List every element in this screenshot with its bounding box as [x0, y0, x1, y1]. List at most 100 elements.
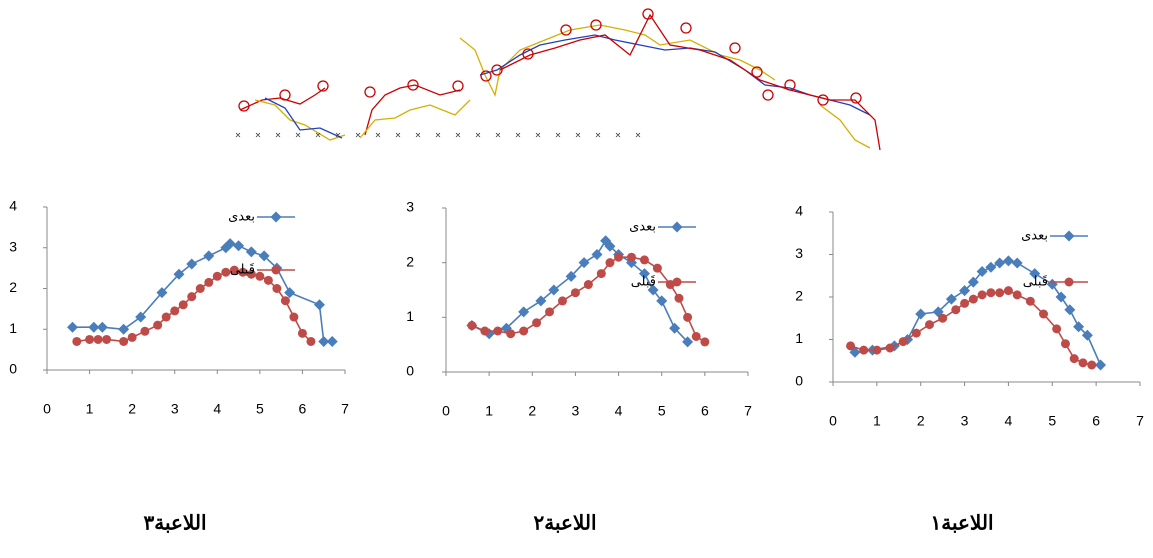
y-tick-label: 2	[795, 288, 803, 304]
data-point	[519, 327, 528, 336]
x-tick-label: 2	[917, 413, 925, 429]
data-point	[506, 329, 515, 338]
x-tick-label: 4	[213, 401, 221, 417]
data-point	[1004, 286, 1013, 295]
legend-label: قَبلى	[1023, 275, 1048, 290]
position-markers	[236, 133, 640, 137]
data-point	[314, 299, 325, 310]
x-tick-label: 0	[442, 403, 450, 419]
page: 0123401234567بعدىقَبلىاللاعبة٣0123012345…	[0, 0, 1153, 558]
x-tick-label: 4	[1005, 413, 1013, 429]
data-point	[886, 344, 895, 353]
data-point	[960, 299, 969, 308]
series-line	[77, 270, 311, 341]
data-point	[213, 272, 222, 281]
data-point	[72, 337, 81, 346]
data-point	[1039, 310, 1048, 319]
data-point	[281, 296, 290, 305]
x-tick-label: 5	[658, 403, 666, 419]
data-point	[1047, 279, 1058, 290]
figure-line	[255, 100, 345, 140]
legend-label: بعدى	[629, 220, 656, 235]
legend-marker	[673, 278, 682, 287]
data-point	[925, 320, 934, 329]
data-point	[597, 269, 606, 278]
data-point	[97, 322, 108, 333]
x-tick-label: 5	[1048, 413, 1056, 429]
data-point	[85, 335, 94, 344]
data-point	[204, 278, 213, 287]
y-tick-label: 0	[795, 373, 803, 389]
chart-title: اللاعبة٣	[143, 513, 206, 535]
data-point	[1087, 361, 1096, 370]
data-point	[196, 284, 205, 293]
data-point	[233, 240, 244, 251]
data-point	[255, 272, 264, 281]
figure-line	[480, 35, 870, 115]
data-point	[1078, 358, 1087, 367]
data-point	[1064, 304, 1075, 315]
data-point	[179, 300, 188, 309]
legend-label: بعدى	[1021, 229, 1048, 244]
legend-label: قَبلى	[631, 275, 656, 290]
x-tick-label: 2	[528, 403, 536, 419]
data-point	[915, 309, 926, 320]
data-point	[119, 337, 128, 346]
data-point	[951, 305, 960, 314]
y-tick-label: 0	[9, 361, 17, 377]
data-point	[872, 346, 881, 355]
data-point	[978, 290, 987, 299]
y-tick-label: 0	[406, 363, 414, 379]
legend-marker	[271, 212, 282, 223]
data-point	[102, 335, 111, 344]
data-point	[289, 313, 298, 322]
data-point	[140, 327, 149, 336]
y-tick-label: 4	[795, 203, 803, 219]
data-point	[545, 307, 554, 316]
x-tick-label: 7	[744, 403, 752, 419]
data-point	[1070, 354, 1079, 363]
y-tick-label: 1	[9, 320, 17, 336]
joint-markers	[239, 9, 861, 111]
data-point	[995, 288, 1004, 297]
chart-title: اللاعبة٢	[533, 513, 596, 535]
data-point	[306, 337, 315, 346]
y-tick-label: 1	[406, 308, 414, 324]
y-tick-label: 2	[406, 253, 414, 269]
data-point	[859, 346, 868, 355]
y-tick-label: 2	[9, 279, 17, 295]
figure-line	[265, 98, 342, 138]
y-tick-label: 1	[795, 330, 803, 346]
data-point	[969, 295, 978, 304]
data-point	[605, 258, 614, 267]
x-tick-label: 4	[615, 403, 623, 419]
data-point	[1095, 360, 1106, 371]
chart-title: اللاعبة١	[930, 513, 993, 535]
legend-marker	[1064, 231, 1075, 242]
data-point	[153, 321, 162, 330]
data-point	[203, 250, 214, 261]
x-tick-label: 7	[1136, 413, 1144, 429]
x-tick-label: 3	[572, 403, 580, 419]
data-point	[264, 276, 273, 285]
legend-marker	[1065, 278, 1074, 287]
data-point	[938, 314, 947, 323]
data-point	[558, 296, 567, 305]
x-tick-label: 1	[485, 403, 493, 419]
data-point	[162, 313, 171, 322]
y-tick-label: 4	[9, 198, 17, 214]
data-point	[327, 336, 338, 347]
x-tick-label: 2	[128, 401, 136, 417]
data-point	[700, 337, 709, 346]
data-point	[627, 253, 636, 262]
data-point	[653, 264, 662, 273]
data-point	[1013, 290, 1022, 299]
data-point	[1056, 292, 1067, 303]
data-point	[1012, 258, 1023, 269]
y-tick-label: 3	[406, 199, 414, 215]
data-point	[67, 322, 78, 333]
legend-marker	[672, 222, 683, 233]
x-tick-label: 1	[86, 401, 94, 417]
legend-label: بعدى	[228, 210, 255, 225]
legend-label: قَبلى	[230, 263, 255, 278]
